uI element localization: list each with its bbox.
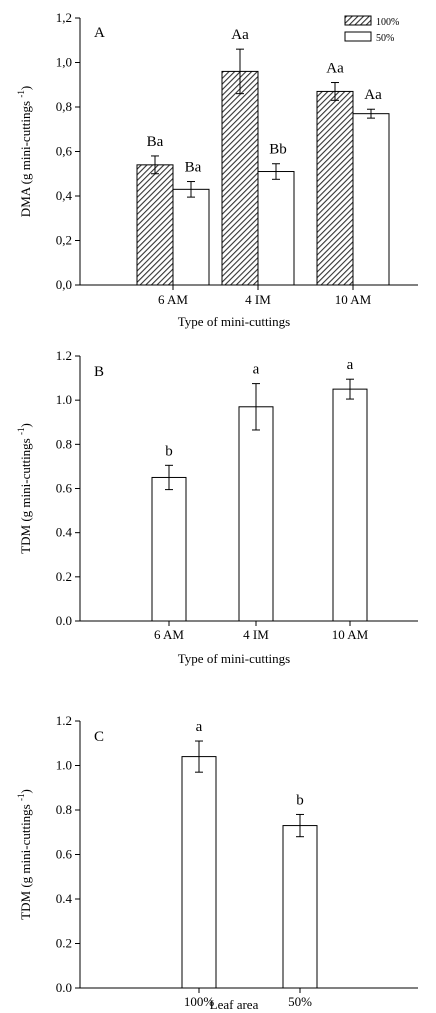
y-tick-label: 0,0 (56, 277, 72, 292)
bar (352, 113, 390, 286)
y-tick-label: 0,6 (56, 144, 73, 159)
legend: 100% 50% (344, 15, 399, 44)
y-tick-label: 0,8 (56, 99, 72, 114)
x-tick-label: 50% (288, 994, 312, 1009)
x-tick-label: 6 AM (158, 292, 188, 307)
bar (221, 70, 259, 286)
bar (316, 90, 354, 286)
significance-label: Aa (326, 61, 344, 77)
legend-swatch (344, 15, 372, 26)
y-tick-label: 1,2 (56, 10, 72, 25)
y-tick-label: 0.8 (56, 436, 72, 451)
bar (172, 188, 210, 286)
significance-label: Aa (231, 27, 249, 43)
x-tick-label: 100% (184, 994, 215, 1009)
y-tick-label: 0,4 (56, 188, 73, 203)
chart-panel-b: 0.0 0.2 0.4 0.6 0.8 1.0 1.2 6 AM 4 IM 10 AM b a a B Ty… (16, 348, 418, 666)
significance-label: a (253, 362, 260, 378)
y-tick-label: 0.2 (56, 569, 72, 584)
bar (257, 171, 295, 286)
bar (332, 388, 368, 622)
bar (181, 756, 217, 989)
y-axis-title: TDM (g mini-cuttings -1) (16, 789, 33, 920)
significance-label: Aa (364, 87, 382, 103)
significance-label: a (196, 719, 203, 735)
significance-label: b (165, 443, 173, 459)
x-axis-title: Type of mini-cuttings (178, 314, 290, 329)
legend-swatch (344, 31, 372, 42)
bar (136, 164, 174, 286)
panel-label: C (94, 729, 104, 745)
x-tick-label: 4 IM (245, 292, 271, 307)
significance-label: Ba (147, 134, 164, 150)
y-tick-label: 1.2 (56, 713, 72, 728)
chart-panel-a: 0,0 0,2 0,4 0,6 0,8 1,0 1,2 6 AM 4 IM 10 AM Ba Aa Aa… (16, 10, 418, 329)
significance-label: a (347, 357, 354, 373)
y-tick-label: 0.0 (56, 613, 72, 628)
y-tick-label: 1,0 (56, 55, 72, 70)
x-tick-label: 6 AM (154, 627, 184, 642)
y-axis-title: TDM (g mini-cuttings -1) (16, 423, 33, 554)
x-tick-label: 4 IM (243, 627, 269, 642)
significance-label: Ba (185, 160, 202, 176)
y-tick-label: 0.0 (56, 980, 72, 995)
legend-label: 100% (376, 17, 399, 28)
panel-label: A (94, 25, 105, 41)
bar (151, 476, 187, 622)
x-tick-label: 10 AM (332, 627, 369, 642)
x-tick-label: 10 AM (335, 292, 372, 307)
y-tick-label: 1.0 (56, 392, 72, 407)
y-tick-label: 0.8 (56, 802, 72, 817)
y-axis-title: DMA (g mini-cuttings -1) (16, 86, 33, 217)
significance-label: b (296, 792, 304, 808)
y-tick-label: 0.2 (56, 936, 72, 951)
y-tick-label: 0.6 (56, 481, 73, 496)
bar (282, 825, 318, 989)
y-tick-label: 0,2 (56, 233, 72, 248)
chart-panels: 0,0 0,2 0,4 0,6 0,8 1,0 1,2 6 AM 4 IM 10 AM Ba Aa Aa… (16, 10, 418, 1012)
y-tick-label: 1.0 (56, 758, 72, 773)
y-tick-label: 0.4 (56, 525, 73, 540)
panel-label: B (94, 364, 104, 380)
chart-panel-c: 0.0 0.2 0.4 0.6 0.8 1.0 1.2 100% 50% a b C Leaf area… (16, 713, 418, 1012)
bar (238, 406, 274, 622)
y-tick-label: 1.2 (56, 348, 72, 363)
x-axis-title: Leaf area (210, 997, 259, 1012)
y-tick-label: 0.6 (56, 847, 73, 862)
x-axis-title: Type of mini-cuttings (178, 651, 290, 666)
significance-label: Bb (269, 142, 287, 158)
legend-label: 50% (376, 33, 394, 44)
y-tick-label: 0.4 (56, 891, 73, 906)
